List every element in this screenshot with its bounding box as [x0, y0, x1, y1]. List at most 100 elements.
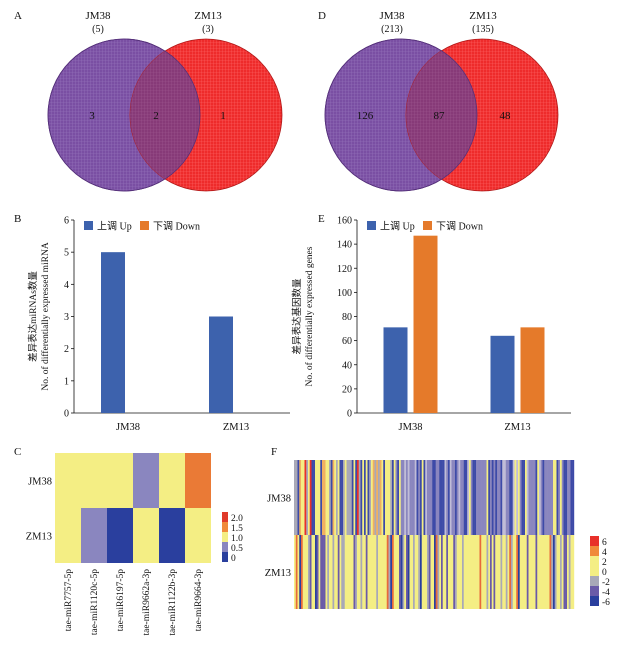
heatmap-f-cell: [365, 460, 368, 535]
heatmap-c-cell: [159, 508, 185, 563]
heatmap-c-colorbar-segment: [222, 532, 228, 542]
heatmap-f-cell: [435, 460, 438, 535]
heatmap-c-col-label: tae-miR9664-3p: [194, 569, 204, 632]
heatmap-f-cell: [341, 535, 344, 609]
heatmap-f-cell: [539, 460, 541, 535]
chart-b-y-tick-label: 6: [64, 216, 69, 227]
heatmap-f-cell: [449, 460, 452, 535]
chart-e-legend-swatch: [423, 221, 432, 230]
heatmap-f-cell: [533, 535, 536, 609]
heatmap-f-cell: [530, 535, 533, 609]
heatmap-f-cell: [521, 535, 524, 609]
heatmap-f-cell: [334, 535, 337, 609]
heatmap-f-cell: [402, 535, 405, 609]
heatmap-f-cell: [509, 535, 512, 609]
heatmap-f-cell: [393, 460, 396, 535]
heatmap-f-cell: [383, 535, 386, 609]
venn-d-left-only: 126: [357, 110, 374, 122]
heatmap-f-colorbar-segment: [590, 536, 599, 546]
heatmap-f-cell: [399, 535, 401, 609]
heatmap-f-cell: [549, 460, 552, 535]
heatmap-c-row-label: JM38: [28, 477, 52, 488]
chart-b-y-tick-label: 1: [64, 376, 69, 387]
heatmap-f-cell: [302, 535, 305, 609]
heatmap-f-cell: [439, 535, 442, 609]
heatmap-f-cell: [320, 460, 323, 535]
heatmap-f-cell: [339, 460, 342, 535]
heatmap-f-cell: [435, 535, 438, 609]
heatmap-f-cell: [484, 460, 487, 535]
venn-d-shared: 87: [434, 110, 446, 122]
heatmap-f-cell: [456, 460, 459, 535]
heatmap-f-cell: [467, 460, 470, 535]
heatmap-f-cell: [420, 460, 422, 535]
heatmap-f-cell: [351, 460, 354, 535]
heatmap-f-cell: [364, 460, 366, 535]
heatmap-c-colorbar-label: 2.0: [231, 514, 243, 524]
heatmap-f-cell: [500, 460, 503, 535]
heatmap-f-cell: [472, 535, 475, 609]
heatmap-f-cell: [371, 460, 373, 535]
heatmap-f-cell: [327, 460, 330, 535]
chart-e-y-tick-label: 160: [337, 216, 352, 227]
heatmap-f-cell: [568, 535, 571, 609]
heatmap-f-cell: [421, 460, 424, 535]
heatmap-f-cell: [462, 460, 464, 535]
heatmap-f-cell: [493, 460, 496, 535]
panel-label-c: C: [14, 446, 21, 458]
heatmap-f-cell: [343, 535, 345, 609]
panel-label-a: A: [14, 10, 22, 22]
heatmap-c-colorbar-label: 1.0: [231, 534, 243, 544]
heatmap-f-cell: [315, 460, 317, 535]
heatmap-c-cell: [107, 508, 133, 563]
heatmap-f-cell: [490, 460, 492, 535]
heatmap-f-cell: [554, 535, 557, 609]
heatmap-f-cell: [341, 460, 344, 535]
heatmap-f-cell: [367, 460, 370, 535]
heatmap-f-cell: [416, 535, 419, 609]
heatmap-f-cell: [567, 535, 569, 609]
heatmap-f-cell: [425, 460, 428, 535]
heatmap-f-cell: [512, 535, 515, 609]
heatmap-f-cell: [329, 460, 331, 535]
heatmap-f-row-label: ZM13: [265, 568, 291, 579]
heatmap-f-cell: [437, 460, 440, 535]
heatmap-f-cell: [304, 535, 307, 609]
heatmap-f-cell: [547, 460, 550, 535]
heatmap-f-cell: [535, 460, 538, 535]
heatmap-c-colorbar-segment: [222, 522, 228, 532]
chart-e-y-tick-label: 140: [337, 240, 352, 251]
heatmap-f-cell: [483, 460, 485, 535]
heatmap-f-colorbar-label: -6: [602, 598, 610, 608]
heatmap-f-cell: [497, 460, 499, 535]
chart-b-x-tick-label: ZM13: [223, 422, 249, 433]
heatmap-c-cell: [81, 508, 107, 563]
heatmap-f-cell: [498, 460, 501, 535]
heatmap-f-cell: [372, 460, 375, 535]
heatmap-f-cell: [458, 460, 461, 535]
heatmap-f-cell: [502, 535, 505, 609]
heatmap-f-cell: [353, 460, 356, 535]
heatmap-f-cell: [507, 535, 510, 609]
chart-e-legend-swatch: [367, 221, 376, 230]
heatmap-f-cell: [381, 535, 384, 609]
heatmap-f-cell: [453, 460, 456, 535]
heatmap-f-colorbar-label: 6: [602, 538, 607, 548]
chart-e-x-tick-label: ZM13: [504, 422, 530, 433]
heatmap-f-cell: [479, 535, 482, 609]
heatmap-f-colorbar-segment: [590, 546, 599, 556]
venn-a-right-only: 1: [220, 110, 226, 122]
heatmap-c-colorbar-segment: [222, 552, 228, 562]
heatmap-f-cell: [309, 535, 312, 609]
heatmap-f-cell: [518, 460, 520, 535]
heatmap-f-cell: [423, 535, 426, 609]
heatmap-f-cell: [558, 460, 561, 535]
heatmap-f-cell: [311, 535, 314, 609]
heatmap-f-cell: [427, 460, 429, 535]
heatmap-f-cell: [476, 535, 478, 609]
heatmap-f-cell: [558, 535, 561, 609]
heatmap-f-cell: [358, 535, 361, 609]
heatmap-f-cell: [425, 535, 428, 609]
chart-e-y-tick-label: 40: [342, 360, 352, 371]
